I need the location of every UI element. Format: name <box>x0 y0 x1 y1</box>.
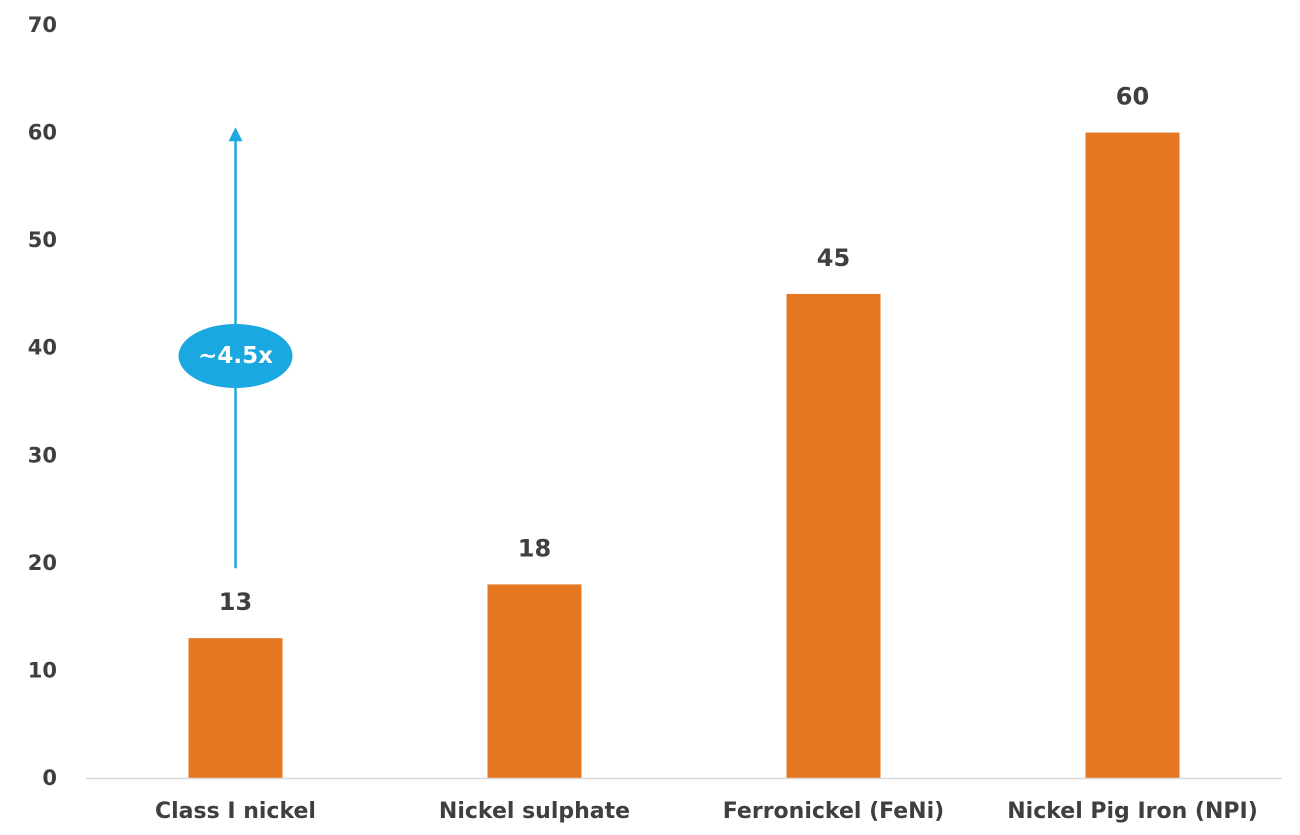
bar <box>1085 132 1180 779</box>
bar <box>487 584 582 778</box>
bar <box>786 293 881 778</box>
bars <box>188 132 1180 779</box>
category-label: Nickel sulphate <box>439 799 630 824</box>
data-label: 60 <box>1116 83 1149 111</box>
y-tick-label: 50 <box>28 228 57 252</box>
growth-annotation: ~4.5x <box>178 127 293 569</box>
y-tick-label: 60 <box>28 121 57 145</box>
data-label: 18 <box>518 534 551 562</box>
data-label: 45 <box>817 244 850 272</box>
category-label: Class I nickel <box>155 799 316 824</box>
y-axis-ticks: 0 10 20 30 40 50 60 70 <box>28 13 57 790</box>
category-labels: Class I nickel Nickel sulphate Ferronickel… <box>155 799 1258 824</box>
category-label: Ferronickel (FeNi) <box>723 799 944 824</box>
category-label: Nickel Pig Iron (NPI) <box>1007 799 1258 824</box>
data-labels: 13 18 45 60 <box>219 83 1149 617</box>
annotation-label: ~4.5x <box>198 343 273 369</box>
data-label: 13 <box>219 588 252 616</box>
y-tick-label: 30 <box>28 443 57 467</box>
arrow-up-icon <box>228 127 243 142</box>
y-tick-label: 10 <box>28 658 57 682</box>
y-tick-label: 0 <box>42 766 57 790</box>
y-tick-label: 20 <box>28 551 57 575</box>
y-tick-label: 40 <box>28 336 57 360</box>
bar <box>188 638 283 778</box>
y-tick-label: 70 <box>28 13 57 37</box>
annotation-bubble <box>178 324 293 388</box>
